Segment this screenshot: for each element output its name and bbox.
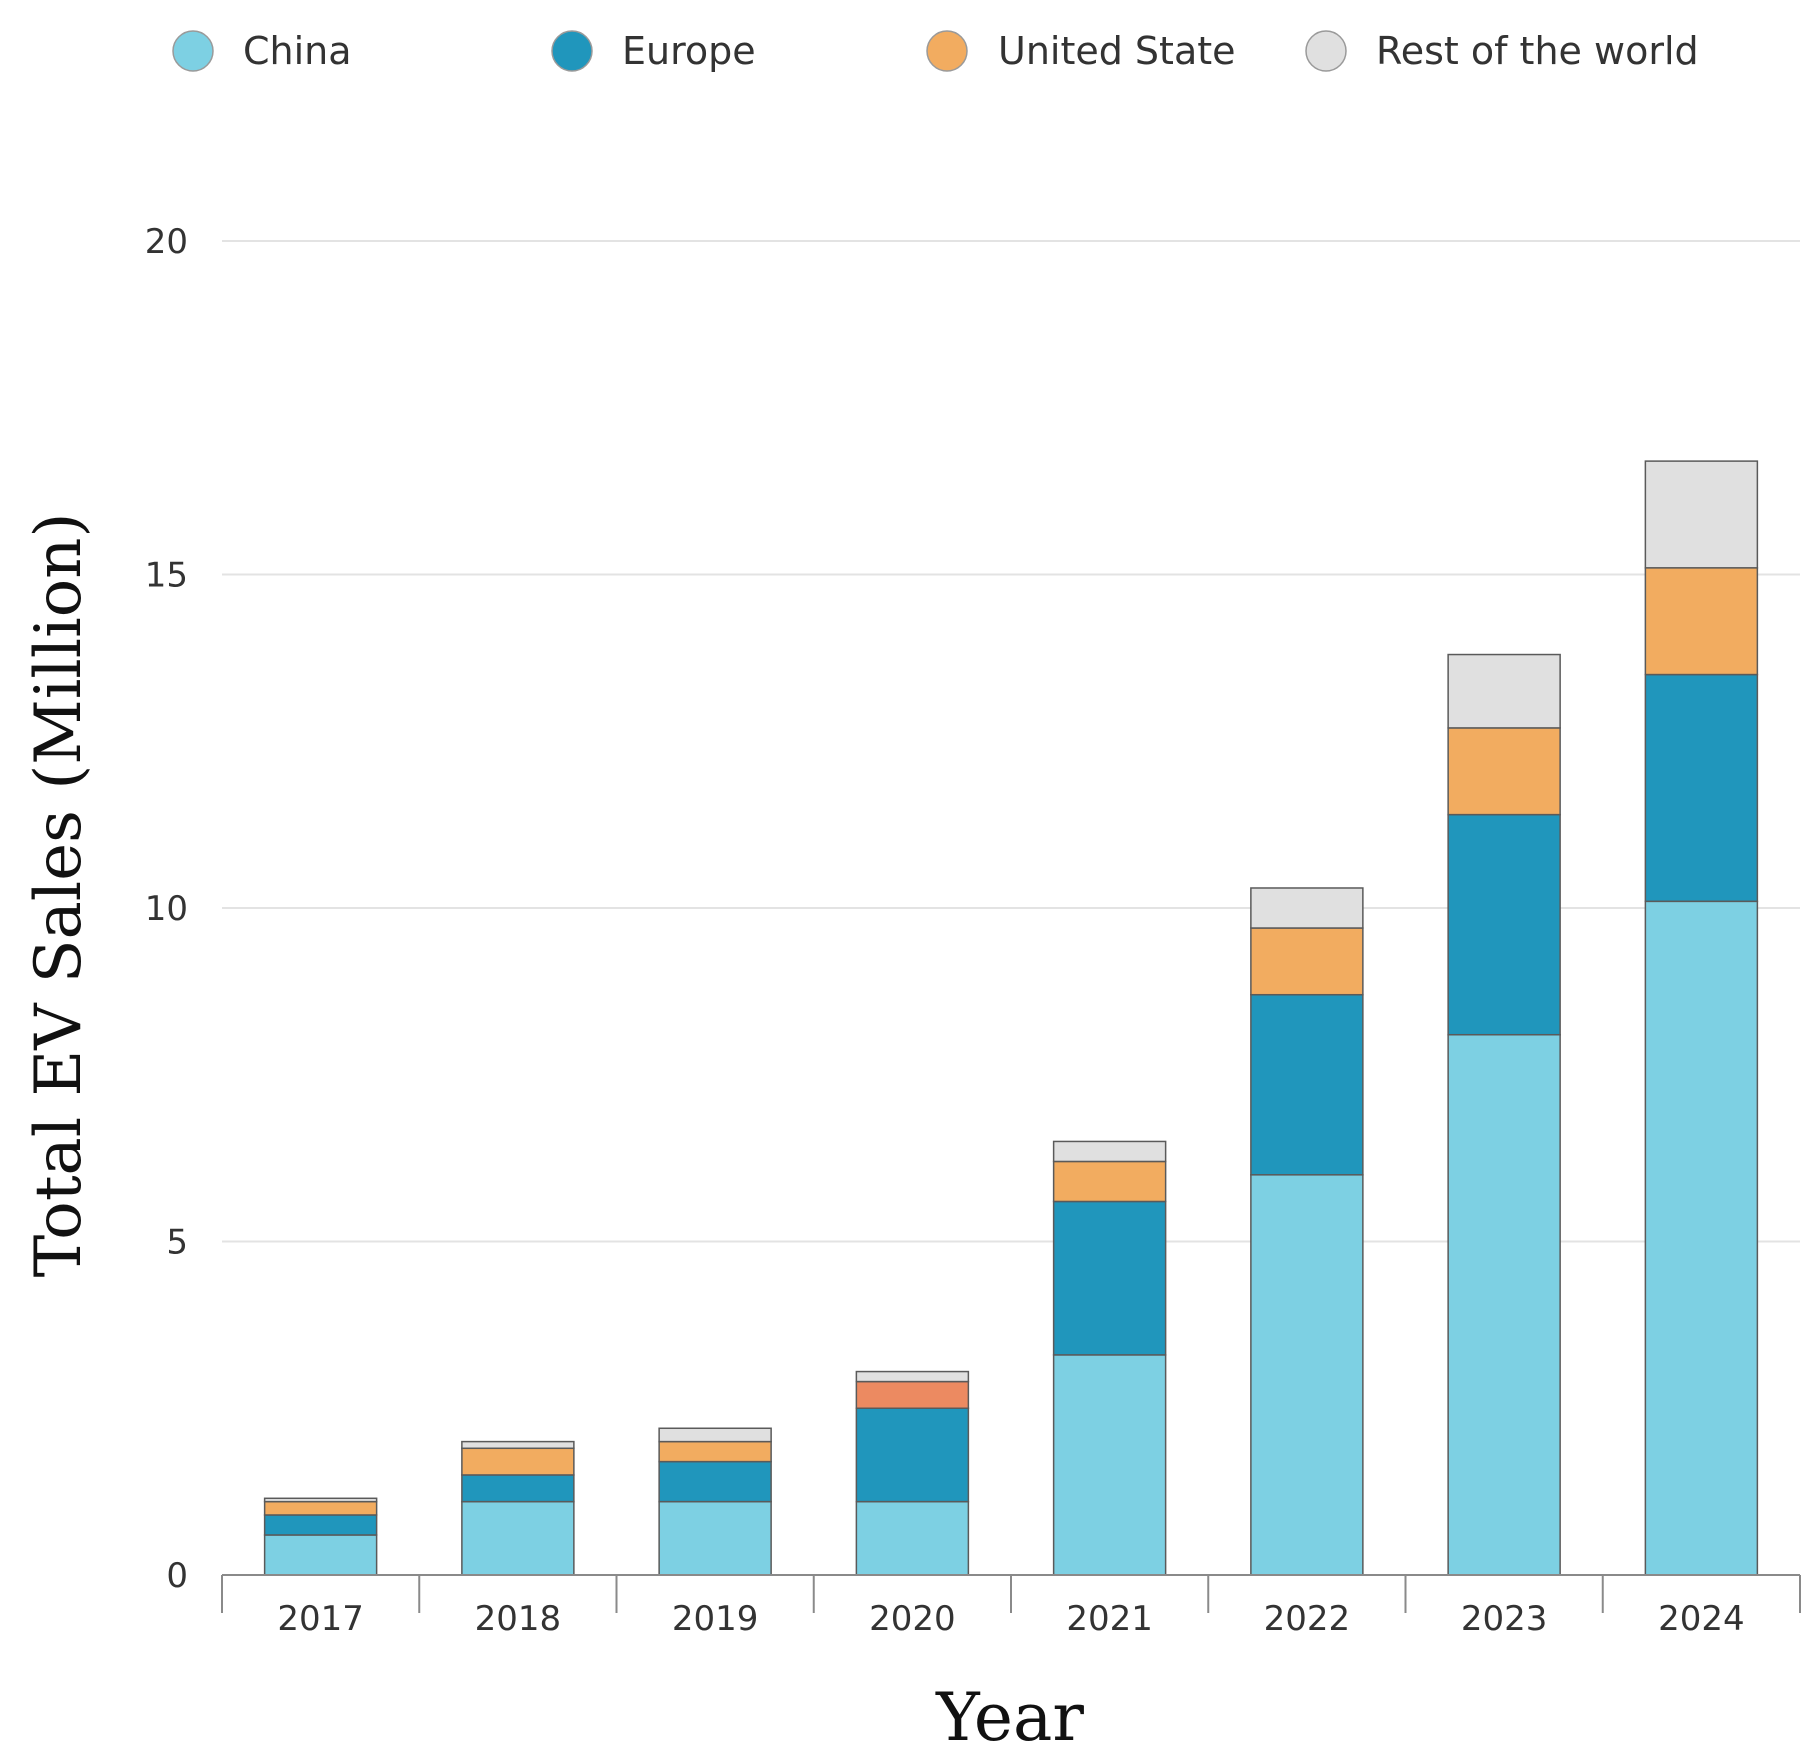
bar-rest-of-the-world-2023 [1447, 653, 1561, 729]
bar-china-2019 [658, 1500, 772, 1576]
y-tick-label-0: 0 [166, 1556, 188, 1596]
bar-stack-2023 [1447, 653, 1561, 1576]
bar-rest-of-the-world-2022 [1250, 887, 1364, 929]
bar-china-2020 [855, 1500, 970, 1576]
legend-label-rest-of-the-world: Rest of the world [1376, 29, 1699, 73]
legend-swatch-rest-of-the-world [1305, 30, 1347, 72]
bar-europe-2023 [1447, 813, 1561, 1036]
bar-rest-of-the-world-2020 [855, 1370, 970, 1383]
bar-europe-2024 [1644, 673, 1759, 903]
bar-united-state-2017 [263, 1500, 378, 1516]
bar-rest-of-the-world-2024 [1644, 460, 1759, 569]
bar-china-2017 [263, 1534, 378, 1576]
x-tick-label-2024: 2024 [1658, 1599, 1745, 1639]
x-tick-label-2021: 2021 [1066, 1599, 1153, 1639]
gridlines [222, 240, 1800, 1243]
bar-europe-2017 [263, 1514, 378, 1536]
bar-rest-of-the-world-2018 [461, 1440, 575, 1450]
bar-stack-2022 [1250, 887, 1364, 1576]
bar-stack-2019 [658, 1427, 772, 1576]
x-tick-label-2023: 2023 [1461, 1599, 1548, 1639]
x-tick-label-2019: 2019 [672, 1599, 759, 1639]
bar-stack-2024 [1644, 460, 1759, 1576]
bar-china-2022 [1250, 1174, 1364, 1576]
bar-china-2023 [1447, 1033, 1561, 1576]
bars [263, 460, 1759, 1576]
x-axis-title: Year [935, 1679, 1084, 1756]
bar-united-state-2022 [1250, 927, 1364, 996]
x-tick-label-2020: 2020 [869, 1599, 956, 1639]
bar-stack-2017 [263, 1497, 378, 1576]
bar-europe-2020 [855, 1407, 970, 1503]
x-tick-label-2022: 2022 [1264, 1599, 1351, 1639]
bar-china-2021 [1052, 1354, 1167, 1576]
x-tick-label-2017: 2017 [277, 1599, 364, 1639]
legend: China Europe United State Rest of the world [172, 29, 1699, 73]
y-tick-label-15: 15 [145, 556, 188, 596]
bar-united-state-2023 [1447, 727, 1561, 816]
bar-united-state-2019 [658, 1440, 772, 1463]
bar-china-2018 [461, 1500, 575, 1576]
bar-europe-2018 [461, 1474, 575, 1503]
legend-swatch-china [172, 30, 214, 72]
x-axis-ticks: 2017 2018 2019 2020 2021 2022 2023 2024 [277, 1599, 1744, 1639]
y-tick-label-10: 10 [145, 889, 188, 929]
bar-united-state-2020 [855, 1380, 970, 1409]
bar-united-state-2018 [461, 1447, 575, 1476]
y-axis-ticks: 0 5 10 15 20 [145, 222, 188, 1596]
x-axis [221, 1574, 1801, 1613]
bar-china-2024 [1644, 900, 1759, 1576]
bar-united-state-2021 [1052, 1160, 1167, 1203]
y-tick-label-5: 5 [166, 1223, 188, 1263]
legend-swatch-united-state [926, 30, 968, 72]
legend-label-europe: Europe [622, 29, 756, 73]
bar-stack-2021 [1052, 1140, 1167, 1576]
y-axis-title: Total EV Sales (Million) [22, 513, 96, 1278]
bar-europe-2021 [1052, 1200, 1167, 1356]
bar-stack-2020 [855, 1370, 970, 1576]
bar-stack-2018 [461, 1440, 575, 1576]
bar-united-state-2024 [1644, 567, 1759, 676]
legend-label-united-state: United State [998, 29, 1236, 73]
bar-europe-2019 [658, 1460, 772, 1503]
bar-rest-of-the-world-2017 [263, 1497, 378, 1503]
y-tick-label-20: 20 [145, 222, 188, 262]
bar-rest-of-the-world-2021 [1052, 1140, 1167, 1163]
bar-europe-2022 [1250, 993, 1364, 1176]
legend-swatch-europe [551, 30, 593, 72]
x-tick-label-2018: 2018 [475, 1599, 562, 1639]
bar-rest-of-the-world-2019 [658, 1427, 772, 1443]
legend-label-china: China [243, 29, 352, 73]
